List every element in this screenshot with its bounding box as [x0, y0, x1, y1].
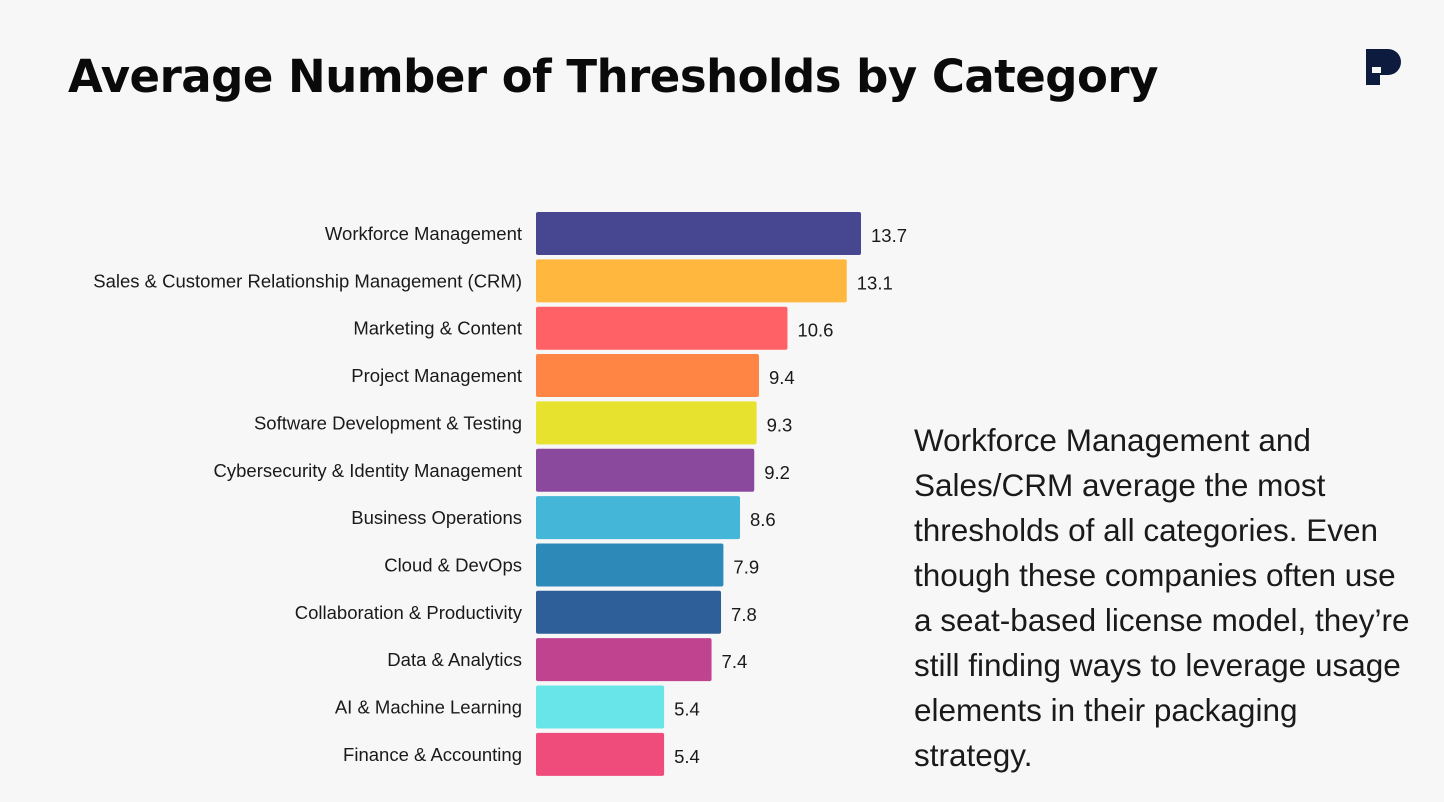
- value-label: 8.6: [750, 509, 776, 530]
- bar: [536, 212, 861, 255]
- value-label: 7.9: [733, 556, 759, 577]
- category-label: Marketing & Content: [353, 318, 522, 339]
- value-label: 9.3: [767, 414, 793, 435]
- category-label: Cybersecurity & Identity Management: [214, 460, 522, 481]
- category-label: Software Development & Testing: [254, 412, 522, 433]
- value-label: 5.4: [674, 746, 700, 767]
- bar: [536, 638, 712, 682]
- category-label: Sales & Customer Relationship Management…: [93, 270, 522, 291]
- bar: [536, 401, 757, 445]
- category-label: Project Management: [351, 365, 522, 386]
- bar: [536, 354, 759, 398]
- p-brand-icon: [1366, 49, 1401, 85]
- category-label: Finance & Accounting: [343, 744, 522, 765]
- bar: [536, 543, 724, 587]
- category-label: Collaboration & Productivity: [295, 602, 523, 623]
- bar: [536, 590, 722, 634]
- value-label: 10.6: [797, 320, 833, 341]
- value-label: 7.4: [722, 651, 748, 672]
- bar: [536, 732, 665, 776]
- summary-text: Workforce Management and Sales/CRM avera…: [914, 422, 1410, 773]
- value-label: 13.1: [857, 272, 893, 293]
- page-title: Average Number of Thresholds by Category: [68, 50, 1158, 103]
- value-label: 5.4: [674, 699, 700, 720]
- bar: [536, 259, 847, 303]
- category-label: AI & Machine Learning: [335, 697, 522, 718]
- bar-chart: Workforce Management 13.7 Sales & Customer…: [93, 212, 907, 776]
- value-label: 9.4: [769, 367, 795, 388]
- value-label: 13.7: [871, 225, 907, 246]
- category-label: Data & Analytics: [387, 649, 522, 670]
- bar: [536, 685, 665, 729]
- category-label: Business Operations: [351, 507, 522, 528]
- bar: [536, 306, 788, 350]
- value-label: 9.2: [764, 462, 790, 483]
- category-label: Cloud & DevOps: [384, 554, 522, 575]
- value-label: 7.8: [731, 604, 757, 625]
- bar: [536, 496, 741, 540]
- category-label: Workforce Management: [325, 223, 522, 244]
- bar: [536, 448, 755, 492]
